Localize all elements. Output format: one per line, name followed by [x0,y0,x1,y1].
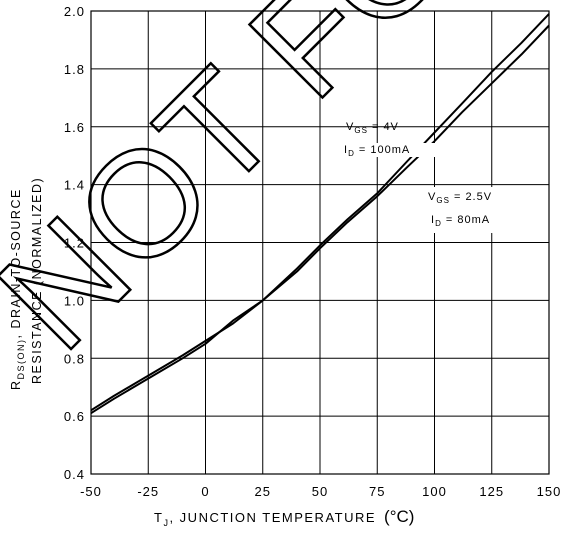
series-line-1 [90,24,550,415]
y-axis-label-line2: RESISTANCE (NORMALIZED) [30,177,44,384]
x-axis-label: TJ, JUNCTION TEMPERATURE (°C) [154,507,414,528]
annotation-series-2: VGS = 2.5V ID = 80mA [426,187,530,233]
x-tick-label: 75 [369,484,385,499]
tick-labels: -50 -25 0 25 50 75 100 125 150 0.4 0.6 0.8 1.0 1.2 1.4… [64,4,562,499]
y-axis-label: RDS(ON), DRAIN-TO-SOURCE RESISTANCE (NOR… [9,177,44,390]
annotation-2-line1: VGS = 2.5V [428,191,492,205]
x-tick-label: 0 [201,484,209,499]
y-tick-label: 1.2 [64,236,85,251]
x-tick-label: 50 [312,484,328,499]
y-tick-label: 1.0 [64,293,85,308]
y-axis-label-line1: RDS(ON), DRAIN-TO-SOURCE [9,188,26,390]
x-tick-label: 100 [422,484,447,499]
y-tick-label: 2.0 [64,4,85,19]
annotation-1-background [335,143,451,157]
plot-frame [90,10,550,475]
y-tick-label: 1.4 [64,178,85,193]
annotation-series-1: VGS = 4V ID = 100mA [335,121,451,158]
x-tick-label: 150 [537,484,562,499]
x-tick-label: -50 [80,484,102,499]
y-tick-label: 1.8 [64,62,85,77]
annotation-1-line2: ID = 100mA [344,144,410,158]
series-line-2 [90,13,550,412]
x-tick-label: 125 [479,484,504,499]
series-group [90,13,550,415]
annotation-2-background [426,187,530,233]
annotation-1-line1: VGS = 4V [346,121,399,135]
y-tick-label: 0.6 [64,409,85,424]
y-tick-label: 0.8 [64,351,85,366]
y-tick-label: 0.4 [64,467,85,482]
x-tick-label: 25 [255,484,271,499]
x-tick-label: -25 [137,484,159,499]
annotation-2-line2: ID = 80mA [431,214,490,228]
y-tick-label: 1.6 [64,120,85,135]
